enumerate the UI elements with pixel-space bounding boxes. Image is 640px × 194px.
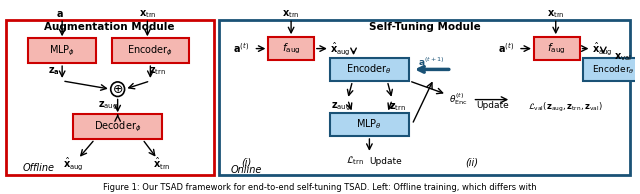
Text: (ii): (ii) <box>465 157 478 167</box>
Text: $\mathcal{L}_\mathrm{val}(\mathbf{z}_\mathrm{aug},\mathbf{z}_\mathrm{trn},\mathb: $\mathcal{L}_\mathrm{val}(\mathbf{z}_\ma… <box>528 101 603 114</box>
Text: $\mathbf{z}_\mathbf{a}$: $\mathbf{z}_\mathbf{a}$ <box>49 66 60 77</box>
Bar <box>219 21 630 175</box>
Text: Encoder$_{\phi}$: Encoder$_{\phi}$ <box>127 43 173 58</box>
Text: Augmentation Module: Augmentation Module <box>44 22 175 32</box>
Text: $\mathbf{a}^{(t+1)}$: $\mathbf{a}^{(t+1)}$ <box>419 56 445 68</box>
Text: $\mathbf{x}_\mathrm{trn}$: $\mathbf{x}_\mathrm{trn}$ <box>139 8 156 20</box>
Text: $\mathbf{z}_\mathrm{trn}$: $\mathbf{z}_\mathrm{trn}$ <box>148 66 166 77</box>
Text: $\mathbf{x}_\mathrm{trn}$: $\mathbf{x}_\mathrm{trn}$ <box>547 8 564 20</box>
Bar <box>112 38 189 63</box>
Text: Figure 1: Our TSAD framework for end-to-end self-tuning TSAD. Left: Offline trai: Figure 1: Our TSAD framework for end-to-… <box>103 183 537 192</box>
Text: Offline: Offline <box>22 163 54 173</box>
Text: Online: Online <box>231 165 262 175</box>
Bar <box>28 38 96 63</box>
Text: Decoder$_{\phi}$: Decoder$_{\phi}$ <box>94 120 141 134</box>
Text: Encoder$_{\theta}$: Encoder$_{\theta}$ <box>592 63 634 76</box>
Text: $\hat{\mathbf{x}}_\mathrm{trn}$: $\hat{\mathbf{x}}_\mathrm{trn}$ <box>154 156 171 172</box>
Bar <box>73 114 163 139</box>
Bar <box>534 37 579 60</box>
Text: $\mathbf{x}_\mathrm{val}$: $\mathbf{x}_\mathrm{val}$ <box>614 51 632 63</box>
Text: $\mathbf{z}_\mathrm{aug}$: $\mathbf{z}_\mathrm{aug}$ <box>331 101 351 113</box>
Bar <box>6 21 214 175</box>
Text: $\mathbf{x}_\mathrm{trn}$: $\mathbf{x}_\mathrm{trn}$ <box>282 8 300 20</box>
Text: $f_\mathrm{aug}$: $f_\mathrm{aug}$ <box>547 41 566 56</box>
Bar <box>330 58 409 81</box>
Text: $\mathbf{z}_\mathrm{aug}$: $\mathbf{z}_\mathrm{aug}$ <box>98 100 118 112</box>
Text: $\mathbf{a}^{(t)}$: $\mathbf{a}^{(t)}$ <box>498 42 514 55</box>
Bar <box>330 113 409 136</box>
Text: $\theta^{(t)}_\mathrm{Enc}$: $\theta^{(t)}_\mathrm{Enc}$ <box>449 92 468 107</box>
Text: $\mathbf{z}_\mathrm{trn}$: $\mathbf{z}_\mathrm{trn}$ <box>388 101 406 113</box>
Text: $\hat{\mathbf{x}}_\mathrm{aug}$: $\hat{\mathbf{x}}_\mathrm{aug}$ <box>330 40 351 57</box>
Text: $\mathbf{a}$: $\mathbf{a}$ <box>56 9 64 19</box>
Text: $\hat{\mathbf{x}}_\mathrm{aug}$: $\hat{\mathbf{x}}_\mathrm{aug}$ <box>63 156 83 172</box>
Text: MLP$_{\theta}$: MLP$_{\theta}$ <box>356 118 382 132</box>
Text: $f_\mathrm{aug}$: $f_\mathrm{aug}$ <box>282 41 300 56</box>
Text: (i): (i) <box>241 157 252 167</box>
Text: Update: Update <box>369 157 402 165</box>
Text: Self-Tuning Module: Self-Tuning Module <box>369 22 481 32</box>
Text: $\mathcal{L}_\mathrm{trn}$: $\mathcal{L}_\mathrm{trn}$ <box>346 155 365 167</box>
Text: Update: Update <box>476 101 509 110</box>
Text: $\hat{\mathbf{x}}_\mathrm{aug}$: $\hat{\mathbf{x}}_\mathrm{aug}$ <box>592 40 612 57</box>
Bar <box>268 37 314 60</box>
Text: $\mathbf{a}^{(t)}$: $\mathbf{a}^{(t)}$ <box>232 42 248 55</box>
Text: MLP$_{\phi}$: MLP$_{\phi}$ <box>49 43 75 58</box>
Bar <box>584 58 640 81</box>
Text: $\oplus$: $\oplus$ <box>112 83 124 96</box>
Text: Encoder$_{\theta}$: Encoder$_{\theta}$ <box>346 62 392 76</box>
